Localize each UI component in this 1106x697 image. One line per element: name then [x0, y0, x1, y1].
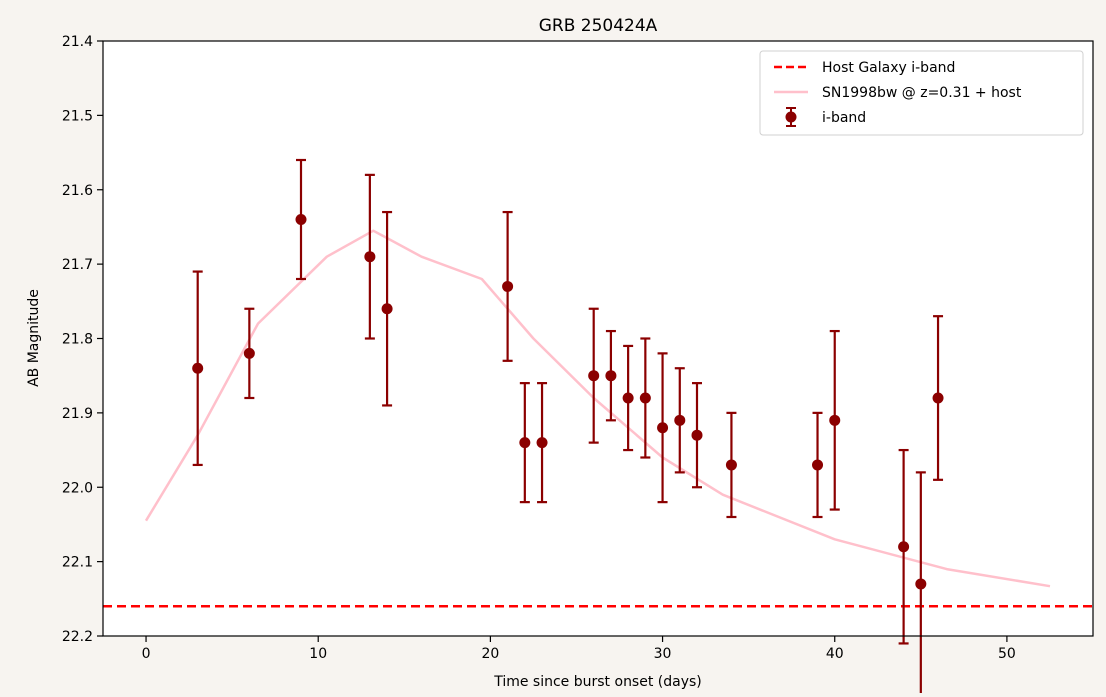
y-tick-label: 21.7	[62, 257, 93, 273]
errorbar-layer	[192, 158, 944, 697]
legend: Host Galaxy i-band SN1998bw @ z=0.31 + h…	[759, 50, 1084, 136]
iband-point	[364, 173, 376, 340]
chart-title: GRB 250424A	[539, 16, 658, 36]
iband-point	[812, 411, 824, 519]
y-tick-label: 22.1	[62, 555, 93, 571]
iband-point	[243, 307, 255, 400]
iband-marker	[829, 414, 841, 426]
iband-marker	[295, 214, 307, 225]
legend-iband-marker	[785, 111, 797, 123]
iband-marker	[502, 280, 514, 292]
iband-point	[295, 158, 307, 281]
y-tick-label: 21.4	[62, 34, 93, 50]
x-tick-label: 50	[998, 646, 1016, 662]
iband-point	[674, 367, 686, 474]
y-tick-label: 22.0	[62, 480, 93, 496]
iband-marker	[932, 392, 944, 404]
iband-point	[932, 315, 944, 481]
legend-frame	[759, 50, 1084, 136]
plot-area	[103, 41, 1093, 636]
iband-point	[898, 448, 910, 645]
y-tick-label: 21.9	[62, 406, 93, 422]
iband-marker	[915, 578, 927, 590]
legend-model-label: SN1998bw @ z=0.31 + host	[822, 85, 1022, 101]
iband-marker	[381, 303, 393, 315]
iband-marker	[536, 437, 548, 449]
y-axis-label: AB Magnitude	[26, 289, 42, 387]
x-tick-label: 30	[654, 646, 672, 662]
iband-point	[502, 210, 514, 362]
iband-point	[605, 329, 617, 422]
legend-host-label: Host Galaxy i-band	[822, 60, 955, 76]
iband-marker	[192, 362, 204, 374]
y-axis-ticks: 21.4 21.5 21.6 21.7 21.8 21.9 22.0 22.1 22.2	[62, 34, 103, 645]
iband-point	[519, 382, 531, 504]
iband-marker	[898, 541, 910, 553]
iband-point	[588, 307, 600, 444]
iband-point	[536, 382, 548, 504]
iband-marker	[622, 392, 634, 404]
iband-marker	[588, 370, 600, 382]
iband-marker	[657, 422, 669, 434]
iband-point	[639, 337, 651, 459]
iband-marker	[691, 429, 703, 441]
x-tick-label: 0	[142, 646, 151, 662]
x-tick-label: 20	[481, 646, 499, 662]
iband-marker	[639, 392, 651, 404]
x-axis-ticks: 0 10 20 30 40 50	[142, 636, 1016, 662]
iband-marker	[364, 251, 376, 263]
y-tick-label: 21.5	[62, 108, 93, 124]
x-tick-label: 40	[826, 646, 844, 662]
y-tick-label: 22.2	[62, 629, 93, 645]
iband-point	[622, 344, 634, 452]
iband-point	[192, 270, 204, 467]
x-axis-label: Time since burst onset (days)	[493, 674, 702, 690]
iband-point	[657, 352, 669, 504]
y-tick-label: 21.6	[62, 183, 93, 199]
y-tick-label: 21.8	[62, 332, 93, 348]
iband-point	[691, 382, 703, 489]
iband-marker	[605, 370, 617, 382]
iband-point	[829, 329, 841, 511]
iband-point	[725, 411, 737, 519]
iband-marker	[243, 347, 255, 359]
iband-marker	[674, 414, 686, 426]
x-tick-label: 10	[309, 646, 327, 662]
iband-marker	[725, 459, 737, 471]
iband-marker	[812, 459, 824, 471]
legend-iband-label: i-band	[822, 110, 866, 126]
iband-marker	[519, 437, 531, 449]
iband-point	[381, 210, 393, 407]
